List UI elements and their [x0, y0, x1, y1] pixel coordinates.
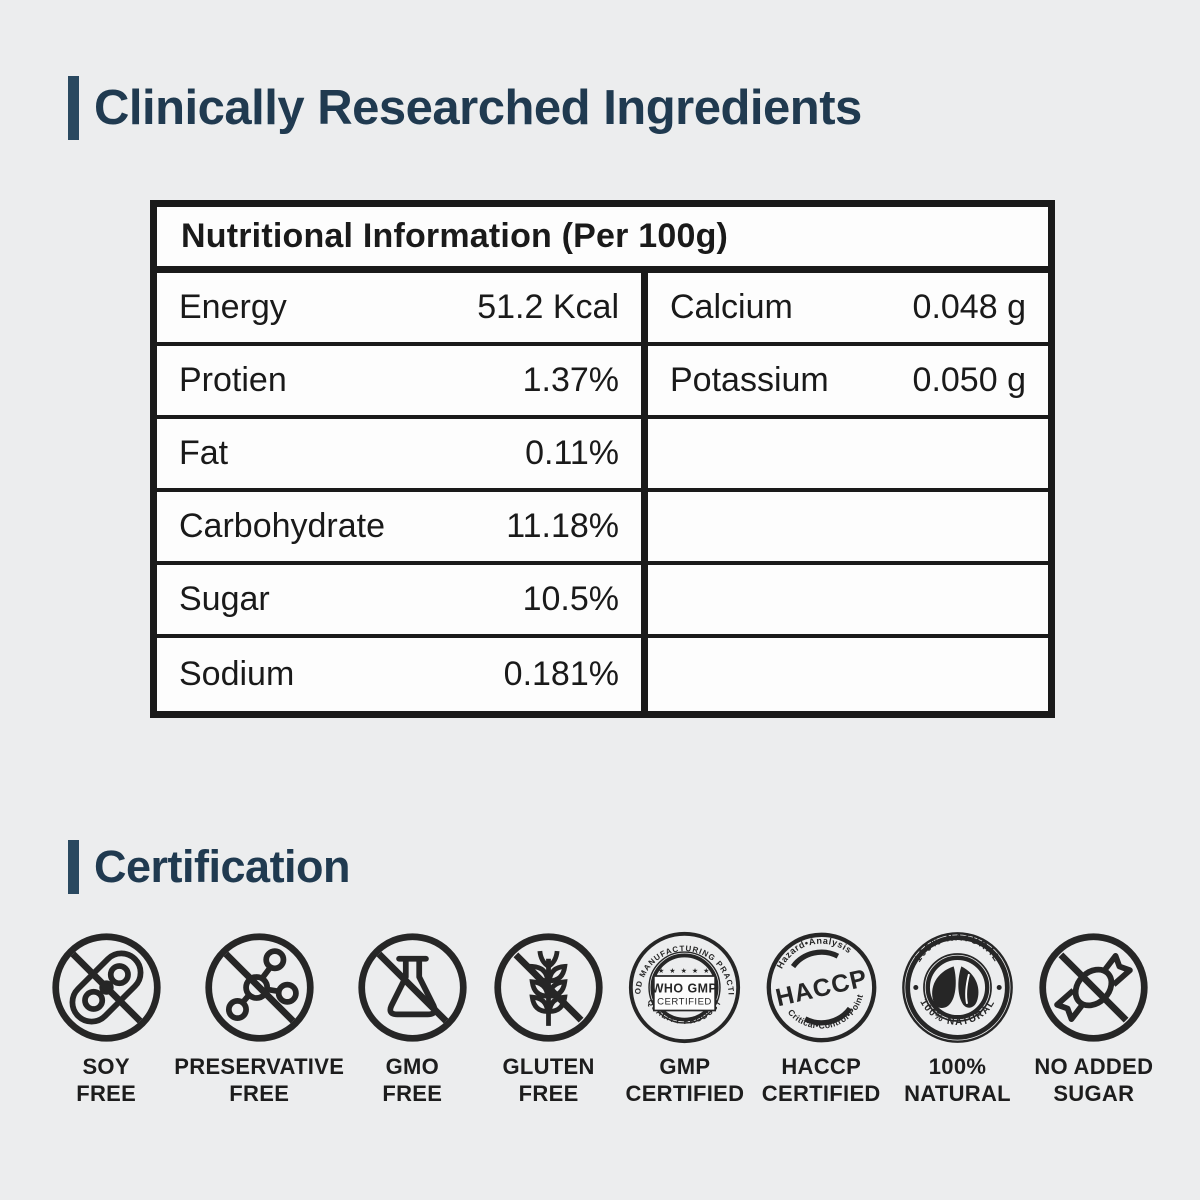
- badge-no-added-sugar: NO ADDED SUGAR: [1026, 930, 1162, 1108]
- svg-text:★ ★ ★ ★ ★: ★ ★ ★ ★ ★: [658, 967, 711, 975]
- table-row: [648, 492, 1048, 565]
- gmo-free-icon: [358, 933, 467, 1042]
- haccp-certified-icon: Hazard•Analysis Critical•Control•Point H…: [766, 930, 877, 1043]
- certification-section-heading: Certification: [68, 840, 351, 894]
- table-row: [648, 419, 1048, 492]
- svg-text:100% NATURAL: 100% NATURAL: [917, 997, 997, 1027]
- table-row: Sodium 0.181%: [157, 638, 641, 711]
- badge-gluten-free: GLUTEN FREE: [480, 930, 616, 1108]
- accent-bar: [68, 840, 79, 894]
- svg-text:WHO GMP: WHO GMP: [652, 981, 718, 995]
- certification-badges: SOY FREE PRESERVATIVE FREE: [38, 930, 1162, 1108]
- table-row: Fat 0.11%: [157, 419, 641, 492]
- no-added-sugar-icon: [1039, 933, 1148, 1042]
- table-row: Protien 1.37%: [157, 346, 641, 419]
- nutrient-label: Energy: [179, 288, 287, 326]
- nutrient-label: Protien: [179, 361, 287, 399]
- nutrient-label: Sodium: [179, 655, 295, 693]
- nutrient-value: 0.050 g: [912, 361, 1026, 399]
- table-row: [648, 638, 1048, 711]
- badge-label: SOY FREE: [76, 1054, 137, 1106]
- nutrient-value: 1.37%: [522, 361, 619, 399]
- preservative-free-icon: [205, 933, 314, 1042]
- nutrient-value: 0.11%: [525, 434, 619, 472]
- nutrient-label: Sugar: [179, 580, 270, 618]
- badge-label: GLUTEN FREE: [502, 1054, 595, 1106]
- badge-label: NO ADDED SUGAR: [1034, 1054, 1154, 1106]
- nutrition-table-left-column: Energy 51.2 Kcal Protien 1.37% Fat 0.11%…: [157, 273, 648, 711]
- table-row: [648, 565, 1048, 638]
- table-row: Sugar 10.5%: [157, 565, 641, 638]
- table-row: Potassium 0.050 g: [648, 346, 1048, 419]
- nutrition-table-body: Energy 51.2 Kcal Protien 1.37% Fat 0.11%…: [157, 273, 1048, 711]
- nutrient-label: Calcium: [670, 288, 793, 326]
- table-row: Carbohydrate 11.18%: [157, 492, 641, 565]
- nutrient-value: 11.18%: [506, 507, 619, 545]
- ingredients-section-heading: Clinically Researched Ingredients: [68, 76, 862, 140]
- nutrient-label: Potassium: [670, 361, 829, 399]
- nutrition-table-right-column: Calcium 0.048 g Potassium 0.050 g: [648, 273, 1048, 711]
- badge-label: GMO FREE: [382, 1054, 443, 1106]
- ingredients-title: Clinically Researched Ingredients: [94, 81, 862, 135]
- badge-haccp-certified: Hazard•Analysis Critical•Control•Point H…: [753, 930, 889, 1108]
- nutrition-table-header: Nutritional Information (Per 100g): [157, 207, 1048, 273]
- natural-icon: 100% NATURAL 100% NATURAL: [902, 932, 1013, 1043]
- badge-preservative-free: PRESERVATIVE FREE: [174, 930, 344, 1108]
- gluten-free-icon: [494, 933, 603, 1042]
- nutrient-value: 51.2 Kcal: [477, 288, 619, 326]
- badge-label: PRESERVATIVE FREE: [174, 1054, 345, 1106]
- badge-label: 100% NATURAL: [904, 1054, 1011, 1106]
- badge-gmo-free: GMO FREE: [344, 930, 480, 1108]
- nutrient-value: 10.5%: [522, 580, 619, 618]
- gmp-certified-icon: GOOD MANUFACTURING PRACTICE QUALITY PROD…: [627, 930, 741, 1044]
- nutrient-value: 0.048 g: [912, 288, 1026, 326]
- nutrition-table: Nutritional Information (Per 100g) Energ…: [150, 200, 1055, 718]
- svg-text:CERTIFIED: CERTIFIED: [658, 997, 713, 1008]
- table-row: Energy 51.2 Kcal: [157, 273, 641, 346]
- badge-label: GMP CERTIFIED: [625, 1054, 745, 1106]
- nutrition-table-title: Nutritional Information (Per 100g): [181, 217, 729, 255]
- accent-bar: [68, 76, 79, 140]
- badge-soy-free: SOY FREE: [38, 930, 174, 1108]
- nutrient-label: Fat: [179, 434, 229, 472]
- badge-natural: 100% NATURAL 100% NATURAL 100% NATURAL: [889, 930, 1025, 1108]
- soy-free-icon: [51, 933, 161, 1042]
- nutrient-value: 0.181%: [503, 655, 619, 693]
- table-row: Calcium 0.048 g: [648, 273, 1048, 346]
- nutrient-label: Carbohydrate: [179, 507, 386, 545]
- certification-title: Certification: [94, 841, 351, 892]
- badge-gmp-certified: GOOD MANUFACTURING PRACTICE QUALITY PROD…: [617, 930, 753, 1108]
- badge-label: HACCP CERTIFIED: [761, 1054, 881, 1106]
